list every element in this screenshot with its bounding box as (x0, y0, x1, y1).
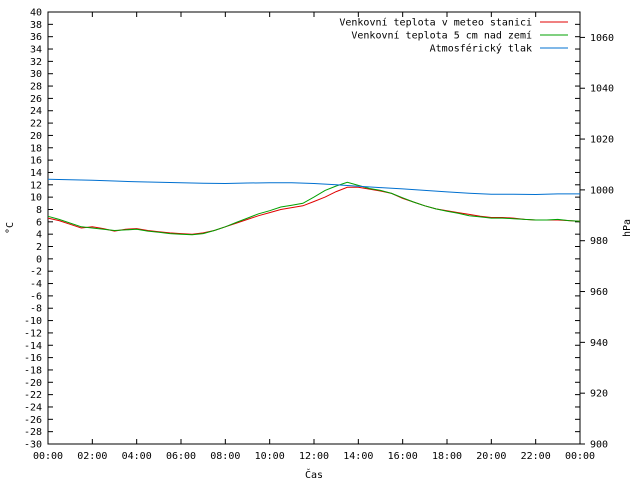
y-tick-label: 20 (30, 131, 42, 142)
y2-tick-label: 980 (590, 236, 608, 247)
y2-tick-label: 960 (590, 287, 608, 298)
y-tick-label: -24 (24, 402, 42, 413)
y-tick-label: -28 (24, 427, 42, 438)
y-tick-label: 24 (30, 106, 42, 117)
plot-border (47, 11, 581, 445)
series-line-1 (47, 181, 581, 236)
legend-label: Venkovní teplota 5 cm nad zemí (351, 30, 532, 42)
y-tick-label: -8 (30, 304, 42, 315)
y-tick-label: 0 (36, 254, 42, 265)
y-tick-label: 4 (36, 230, 42, 241)
legend-label: Atmosférický tlak (430, 43, 532, 55)
x-tick-label: 22:00 (521, 451, 551, 462)
x-tick-label: 00:00 (565, 451, 595, 462)
y-tick-label: 28 (30, 82, 42, 93)
y-tick-label: -20 (24, 378, 42, 389)
y-tick-label: 30 (30, 69, 42, 80)
y-tick-label: -22 (24, 390, 42, 401)
y-tick-label: -4 (30, 279, 42, 290)
x-axis-label: Čas (305, 468, 323, 480)
y-tick-label: 36 (30, 32, 42, 43)
y2-tick-label: 900 (590, 440, 608, 451)
y-tick-label: 10 (30, 193, 42, 204)
y2-tick-label: 1040 (590, 84, 614, 95)
y-tick-label: 16 (30, 156, 42, 167)
y-tick-label: -2 (30, 267, 42, 278)
x-tick-label: 14:00 (343, 451, 373, 462)
y2-tick-label: 1060 (590, 33, 614, 44)
y-tick-label: 34 (30, 45, 42, 56)
y-tick-label: -30 (24, 440, 42, 451)
y-axis-left: -30-28-26-24-22-20-18-16-14-12-10-8-6-4-… (24, 8, 580, 451)
y-tick-label: -26 (24, 415, 42, 426)
y2-axis-label: hPa (622, 219, 633, 237)
y-tick-label: 26 (30, 94, 42, 105)
legend: Venkovní teplota v meteo staniciVenkovní… (339, 17, 568, 55)
x-tick-label: 00:00 (33, 451, 63, 462)
x-tick-label: 16:00 (388, 451, 418, 462)
x-tick-label: 08:00 (210, 451, 240, 462)
y2-tick-label: 940 (590, 338, 608, 349)
y-tick-label: -12 (24, 328, 42, 339)
y-tick-label: 14 (30, 168, 42, 179)
y-tick-label: 40 (30, 8, 42, 19)
y2-tick-label: 1000 (590, 185, 614, 196)
series-line-2 (47, 178, 580, 196)
y-tick-label: 18 (30, 143, 42, 154)
y-tick-label: 2 (36, 242, 42, 253)
y2-tick-label: 1020 (590, 135, 614, 146)
x-tick-label: 20:00 (476, 451, 506, 462)
y-tick-label: -10 (24, 316, 42, 327)
y-tick-label: 22 (30, 119, 42, 130)
y-tick-label: -16 (24, 353, 42, 364)
series-layer (47, 178, 581, 236)
x-tick-label: 18:00 (432, 451, 462, 462)
y-tick-label: -14 (24, 341, 42, 352)
y-tick-label: 6 (36, 217, 42, 228)
x-tick-label: 06:00 (166, 451, 196, 462)
series-line-0 (47, 186, 581, 235)
y-axis-label: °C (5, 222, 16, 234)
x-tick-label: 02:00 (77, 451, 107, 462)
y-axis-right: 900 920 940 960 980 1000 1020 1040 1060 (580, 33, 614, 451)
y-tick-label: -6 (30, 291, 42, 302)
y-tick-label: 8 (36, 205, 42, 216)
x-tick-label: 04:00 (122, 451, 152, 462)
x-tick-label: 12:00 (299, 451, 329, 462)
legend-label: Venkovní teplota v meteo stanici (339, 17, 532, 29)
x-tick-label: 10:00 (255, 451, 285, 462)
x-axis: 00:00 02:00 04:00 06:00 08:00 10:00 12:00 14:00… (33, 12, 595, 462)
y-tick-label: -18 (24, 365, 42, 376)
y-tick-label: 38 (30, 20, 42, 31)
y-tick-label: 32 (30, 57, 42, 68)
y-tick-label: 12 (30, 180, 42, 191)
y2-tick-label: 920 (590, 389, 608, 400)
